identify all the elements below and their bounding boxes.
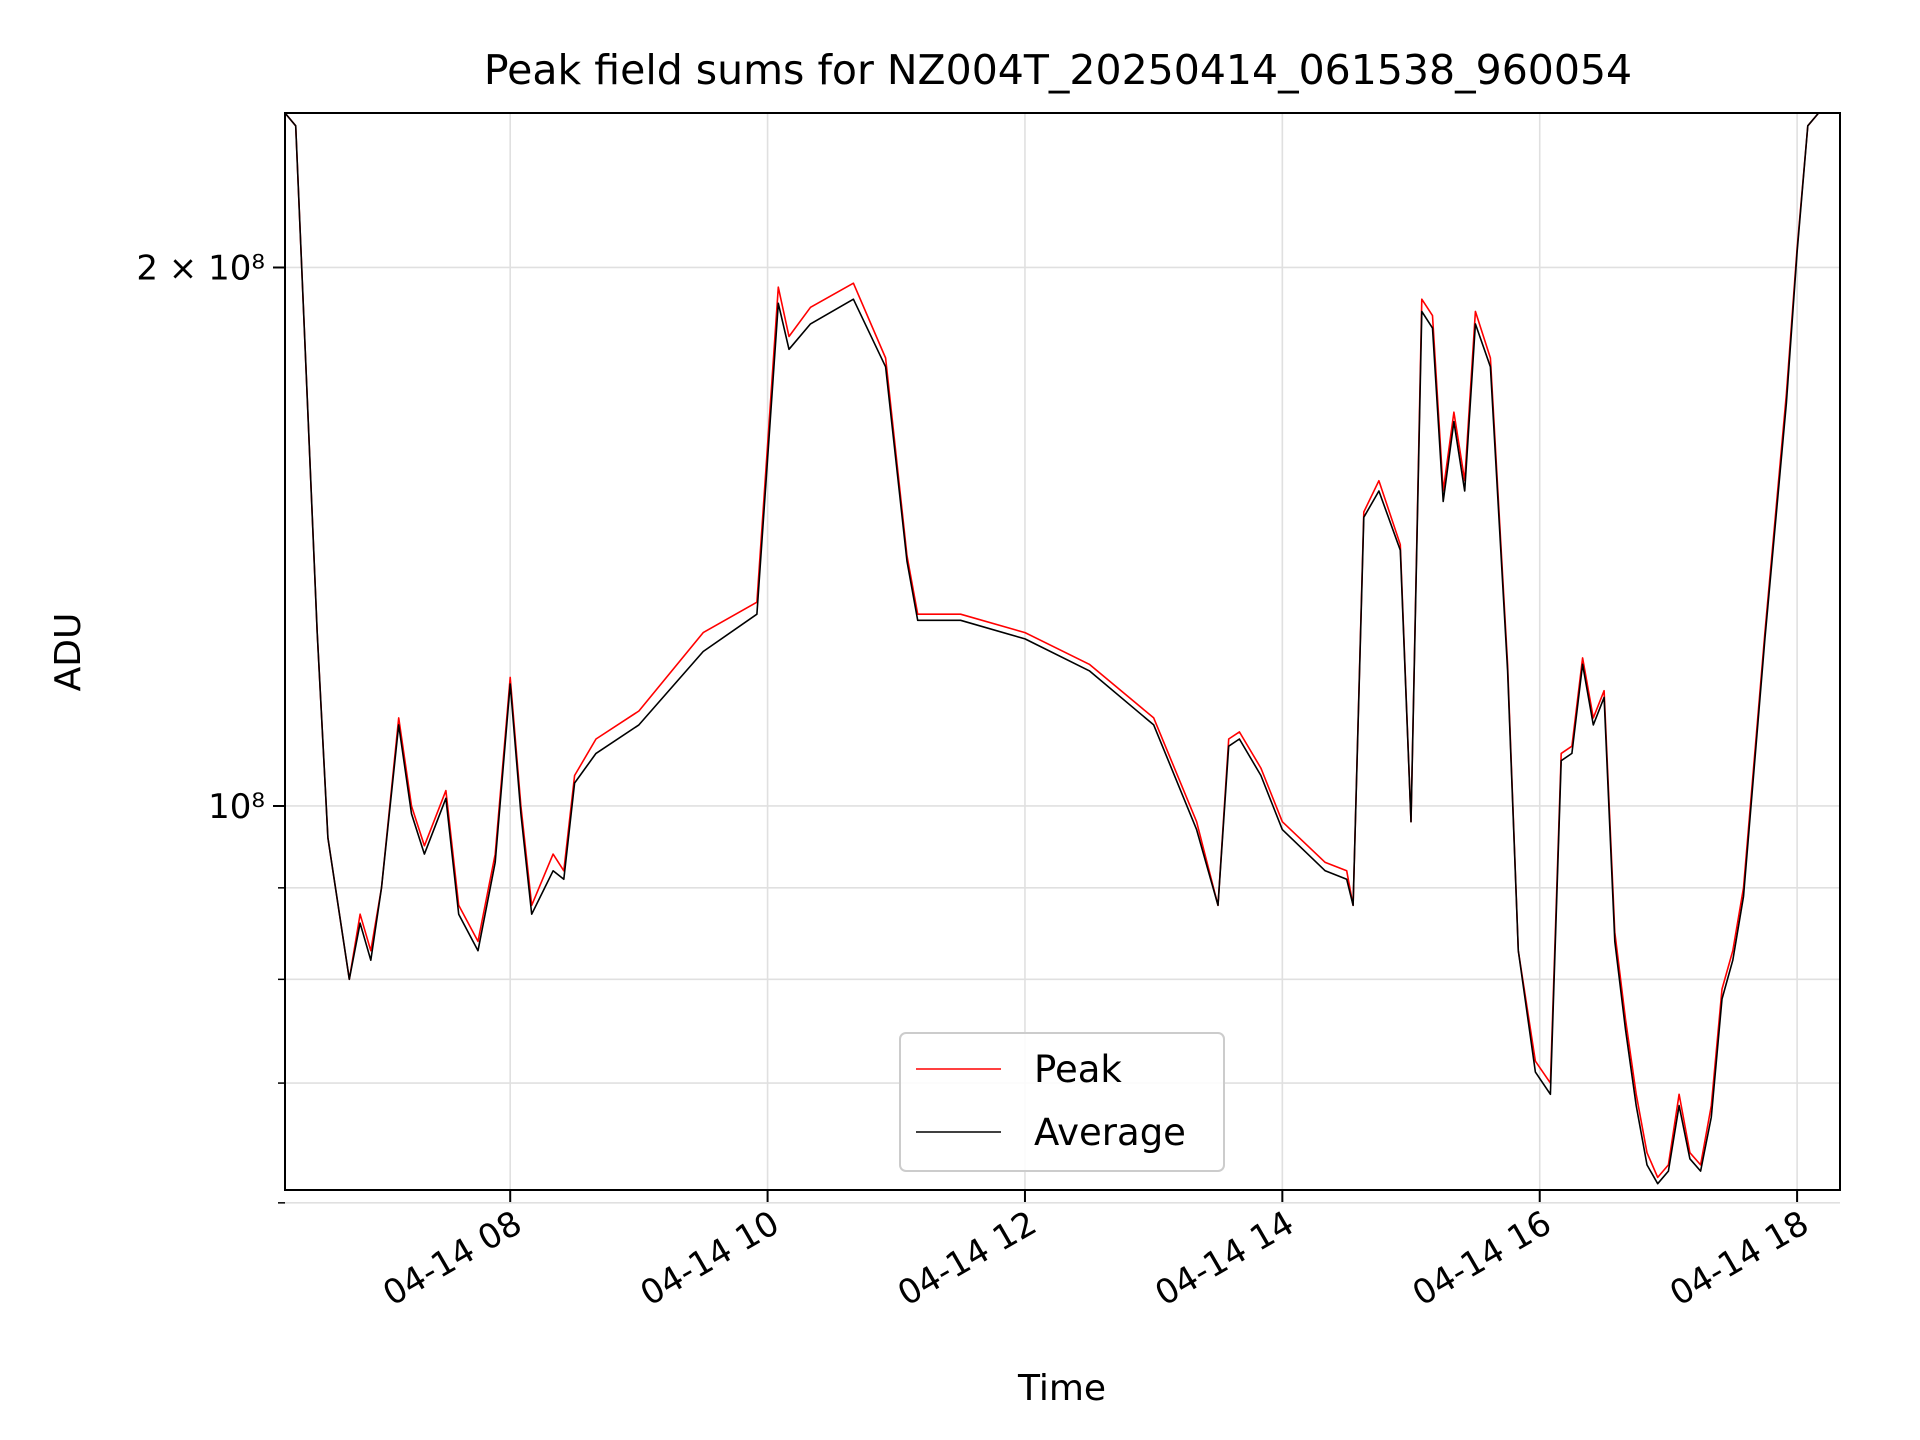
series-peak-line (285, 113, 1840, 1179)
legend: Peak Average (899, 1032, 1225, 1172)
legend-peak-label: Peak (1034, 1048, 1122, 1091)
y-tick-label: 10⁸ (208, 787, 265, 827)
series-layer (285, 113, 1840, 1185)
legend-average-label: Average (1034, 1111, 1186, 1154)
legend-box (899, 1032, 1225, 1172)
y-axis: 10⁸ 2 × 10⁸ (136, 248, 285, 1204)
plot-frame (284, 112, 1841, 1191)
y-tick-label: 2 × 10⁸ (136, 248, 265, 288)
y-axis-label: ADU (48, 613, 89, 692)
x-axis-label: Time (1017, 1368, 1106, 1409)
series-average-line (285, 113, 1840, 1185)
chart-title: Peak field sums for NZ004T_20250414_0615… (484, 46, 1632, 94)
